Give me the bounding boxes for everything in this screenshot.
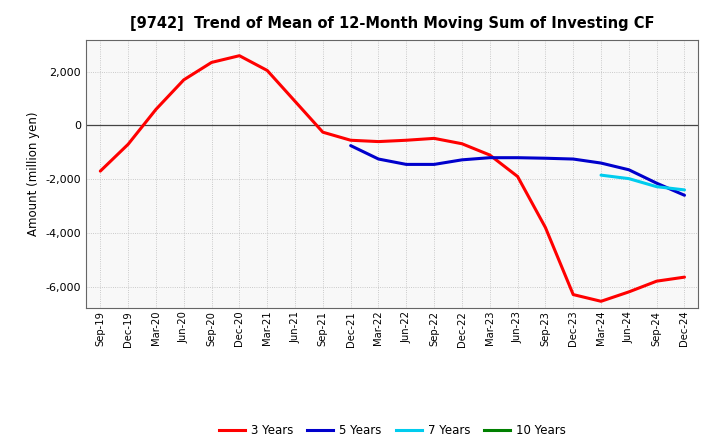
- Legend: 3 Years, 5 Years, 7 Years, 10 Years: 3 Years, 5 Years, 7 Years, 10 Years: [214, 419, 571, 440]
- Y-axis label: Amount (million yen): Amount (million yen): [27, 112, 40, 236]
- Title: [9742]  Trend of Mean of 12-Month Moving Sum of Investing CF: [9742] Trend of Mean of 12-Month Moving …: [130, 16, 654, 32]
